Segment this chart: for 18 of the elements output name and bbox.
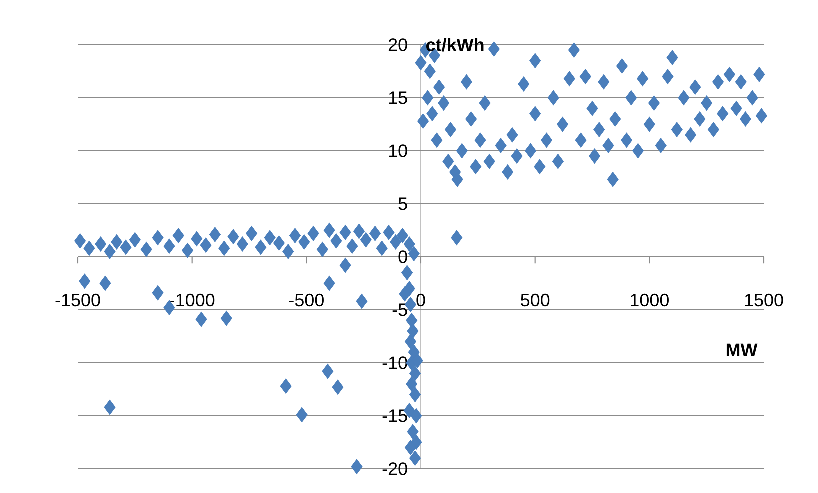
x-tick-label: 500: [521, 294, 550, 307]
y-tick-label: 20: [388, 38, 408, 52]
x-tick-label: 1000: [631, 294, 669, 307]
y-tick-label: -15: [382, 410, 408, 422]
y-tick-label: 15: [389, 92, 408, 104]
y-tick-label: 0: [398, 250, 408, 264]
y-tick-label: -5: [392, 304, 408, 316]
y-tick-label: 10: [389, 144, 408, 158]
x-axis-title: MW: [726, 344, 758, 356]
y-tick-label: -10: [382, 356, 408, 370]
x-tick-label: -500: [289, 294, 324, 307]
x-tick-label: -1500: [56, 294, 100, 307]
y-axis-title: ct/kWh: [426, 38, 484, 52]
x-tick-label: 0: [416, 294, 426, 307]
x-tick-label: -1000: [170, 294, 215, 307]
x-tick-label: 1500: [745, 294, 784, 307]
y-tick-label: 5: [398, 198, 408, 210]
y-tick-label: -20: [382, 462, 408, 476]
